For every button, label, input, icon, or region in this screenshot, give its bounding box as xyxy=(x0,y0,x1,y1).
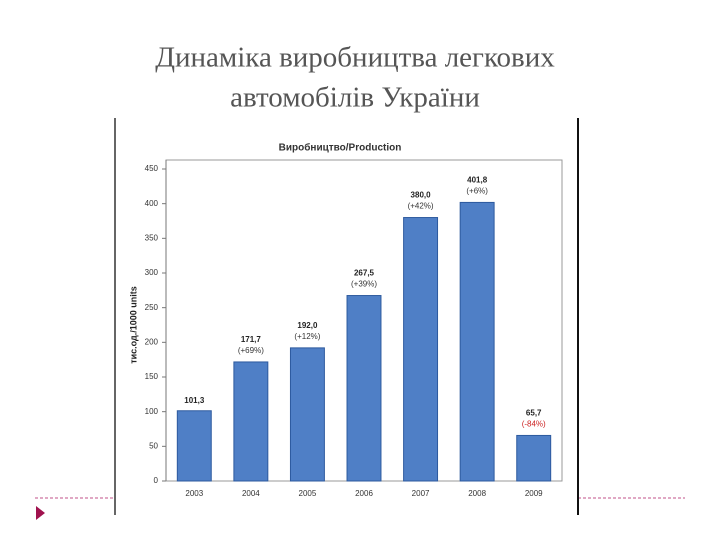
change-label: (+12%) xyxy=(294,332,320,341)
y-tick-label: 200 xyxy=(145,337,159,346)
y-tick-label: 100 xyxy=(145,407,159,416)
bar xyxy=(176,410,212,482)
y-tick-label: 350 xyxy=(145,233,159,242)
slide-title: Динаміка виробництва легкових xyxy=(155,42,555,74)
change-label: (+42%) xyxy=(408,202,434,211)
change-label: (-84%) xyxy=(522,420,546,429)
value-label: 401,8 xyxy=(467,176,488,185)
x-tick-label: 2004 xyxy=(242,489,260,498)
bar xyxy=(289,347,325,482)
value-label: 192,0 xyxy=(297,321,318,330)
bar xyxy=(403,217,439,482)
value-label: 267,5 xyxy=(354,269,375,278)
value-label: 65,7 xyxy=(526,409,542,418)
change-label: (+39%) xyxy=(351,280,377,289)
bar xyxy=(346,295,382,482)
slide-title: автомобілів України xyxy=(230,82,480,114)
x-tick-label: 2003 xyxy=(185,489,203,498)
x-tick-label: 2008 xyxy=(468,489,486,498)
value-label: 101,3 xyxy=(184,396,205,405)
value-label: 171,7 xyxy=(241,335,262,344)
y-tick-label: 400 xyxy=(145,199,159,208)
x-tick-label: 2005 xyxy=(299,489,317,498)
y-tick-label: 50 xyxy=(149,441,158,450)
y-tick-label: 0 xyxy=(154,476,159,485)
chart-title: Виробництво/Production xyxy=(279,142,402,154)
bar xyxy=(516,434,552,482)
y-tick-label: 250 xyxy=(145,303,159,312)
bar xyxy=(459,201,495,482)
y-tick-label: 450 xyxy=(145,164,159,173)
y-axis-label: тис.од./1000 units xyxy=(128,286,138,364)
x-tick-label: 2007 xyxy=(412,489,430,498)
y-tick-label: 300 xyxy=(145,268,159,277)
change-label: (+6%) xyxy=(466,187,488,196)
y-tick-label: 150 xyxy=(145,372,159,381)
x-tick-label: 2006 xyxy=(355,489,373,498)
bar xyxy=(233,361,269,482)
change-label: (+69%) xyxy=(238,346,264,355)
x-tick-label: 2009 xyxy=(525,489,543,498)
bullet-arrow xyxy=(36,506,45,520)
value-label: 380,0 xyxy=(411,191,432,200)
